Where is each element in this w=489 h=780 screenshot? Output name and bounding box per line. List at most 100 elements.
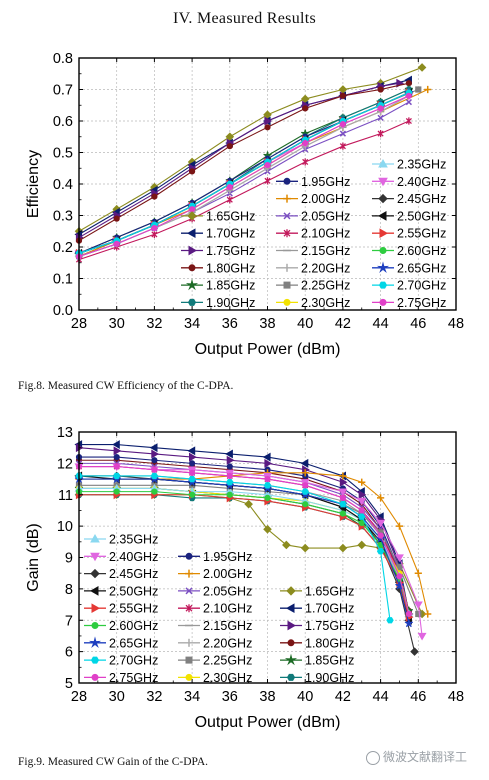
legend-label: 1.65GHz <box>305 584 354 598</box>
data-point <box>75 460 83 467</box>
data-point <box>151 490 159 500</box>
legend-marker <box>284 653 298 666</box>
y-tick-label: 5 <box>65 676 73 692</box>
data-point <box>358 516 365 523</box>
series-line <box>79 465 410 615</box>
data-point <box>75 482 83 489</box>
data-point <box>339 477 348 487</box>
data-point <box>150 472 159 480</box>
data-point <box>358 501 365 508</box>
legend-marker <box>283 212 291 220</box>
y-tick-label: 8 <box>65 582 73 598</box>
x-tick-label: 40 <box>297 316 313 332</box>
data-point <box>187 487 197 496</box>
x-tick-label: 42 <box>335 689 351 705</box>
data-point <box>151 485 158 492</box>
legend-label: 2.10GHz <box>301 227 350 241</box>
data-point <box>150 484 159 493</box>
data-point <box>357 512 366 521</box>
data-point <box>338 471 346 481</box>
legend: 2.35GHz 1.95GHz 2.40GHz 2.00GHz 2.45GHz 1.65G… <box>181 158 446 310</box>
data-point <box>149 466 159 475</box>
series-2-75GHz <box>75 92 412 260</box>
legend-marker <box>286 673 296 681</box>
x-tick-label: 32 <box>146 689 162 705</box>
data-point <box>404 619 414 628</box>
data-point <box>395 581 404 590</box>
series-2-60GHz <box>75 488 412 618</box>
data-point <box>405 610 412 618</box>
legend-marker <box>188 264 196 272</box>
series-2-05GHz <box>75 460 413 618</box>
data-point <box>394 559 403 569</box>
legend-marker <box>90 656 100 664</box>
y-axis-label: Gain (dB) <box>25 523 42 591</box>
data-point <box>226 472 233 480</box>
legend-label: 2.55GHz <box>397 227 446 241</box>
legend-label: 1.65GHz <box>206 209 255 223</box>
data-point <box>113 485 120 492</box>
data-point <box>262 484 271 493</box>
data-point <box>226 491 233 498</box>
legend-marker <box>91 673 99 681</box>
data-point <box>339 142 346 150</box>
data-point <box>301 488 309 495</box>
data-point <box>339 500 347 508</box>
data-point <box>74 484 84 493</box>
series-line <box>79 465 423 637</box>
data-point <box>75 454 83 461</box>
data-point <box>404 609 412 619</box>
data-point <box>302 475 309 483</box>
data-point <box>282 540 291 550</box>
data-point <box>302 158 309 166</box>
data-point <box>405 607 412 614</box>
series-line <box>79 475 391 621</box>
legend-marker <box>379 247 387 254</box>
legend-marker <box>187 211 197 221</box>
data-point <box>151 193 158 200</box>
series-line <box>79 443 410 615</box>
data-point <box>226 485 233 492</box>
data-point <box>404 609 414 618</box>
data-point <box>376 534 386 542</box>
x-axis-label: Output Power (dBm) <box>195 341 341 358</box>
data-point <box>264 494 271 501</box>
series-line <box>78 82 409 242</box>
series-line <box>79 494 410 615</box>
data-point <box>405 612 414 622</box>
legend-marker <box>90 533 100 543</box>
data-point <box>377 526 384 533</box>
data-point <box>302 481 309 489</box>
data-point <box>395 522 404 530</box>
data-point <box>404 606 414 615</box>
data-point <box>417 632 427 641</box>
series-line <box>79 484 419 615</box>
data-point <box>225 493 235 503</box>
data-point <box>377 114 384 121</box>
data-point <box>189 491 196 498</box>
legend-label: 2.40GHz <box>397 175 446 189</box>
data-point <box>113 472 121 480</box>
data-point <box>75 457 83 464</box>
data-point <box>188 475 196 483</box>
page-title: IV. Measured Results <box>172 10 317 27</box>
data-point <box>395 579 404 586</box>
data-point <box>244 499 253 509</box>
data-point <box>263 497 272 505</box>
legend-label: 1.95GHz <box>203 550 252 564</box>
legend-marker <box>91 603 101 614</box>
x-tick-label: 32 <box>146 316 162 332</box>
data-point <box>357 487 365 497</box>
x-tick-label: 38 <box>259 689 275 705</box>
legend-marker <box>185 587 193 595</box>
data-point <box>300 458 309 468</box>
data-point <box>264 494 271 501</box>
series-line <box>79 478 410 615</box>
x-tick-label: 44 <box>373 316 389 332</box>
series-line <box>78 120 410 261</box>
data-point <box>405 610 412 618</box>
data-point <box>300 490 309 500</box>
data-point <box>405 610 412 618</box>
data-point <box>302 502 310 512</box>
legend-label: 2.50GHz <box>397 209 446 223</box>
